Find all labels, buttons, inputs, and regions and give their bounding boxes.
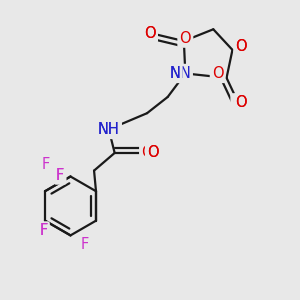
Text: O: O bbox=[232, 95, 244, 110]
Text: O: O bbox=[144, 26, 156, 41]
Text: O: O bbox=[236, 95, 247, 110]
Text: O: O bbox=[179, 31, 191, 46]
Text: F: F bbox=[39, 224, 48, 238]
Text: O: O bbox=[141, 146, 153, 160]
Text: NH: NH bbox=[98, 122, 120, 137]
Text: N: N bbox=[169, 66, 181, 81]
Text: NH: NH bbox=[98, 122, 120, 137]
Text: O: O bbox=[212, 66, 224, 81]
Text: F: F bbox=[81, 237, 89, 252]
Text: O: O bbox=[141, 146, 153, 160]
Text: F: F bbox=[39, 224, 48, 238]
Text: O: O bbox=[212, 66, 224, 81]
Text: N: N bbox=[180, 66, 191, 81]
Text: F: F bbox=[56, 167, 64, 182]
Text: NH: NH bbox=[98, 122, 120, 137]
Text: O: O bbox=[147, 146, 159, 160]
Text: F: F bbox=[56, 167, 64, 182]
Text: O: O bbox=[179, 31, 191, 46]
Text: F: F bbox=[41, 157, 50, 172]
Text: NH: NH bbox=[98, 122, 120, 137]
Text: N: N bbox=[169, 66, 181, 81]
Text: O: O bbox=[232, 95, 244, 110]
Text: N: N bbox=[180, 66, 191, 81]
Text: O: O bbox=[236, 39, 247, 54]
Text: O: O bbox=[147, 146, 159, 160]
Text: O: O bbox=[236, 95, 247, 110]
Text: O: O bbox=[236, 39, 247, 54]
Text: O: O bbox=[144, 26, 156, 41]
Text: F: F bbox=[41, 157, 50, 172]
Text: F: F bbox=[81, 237, 89, 252]
